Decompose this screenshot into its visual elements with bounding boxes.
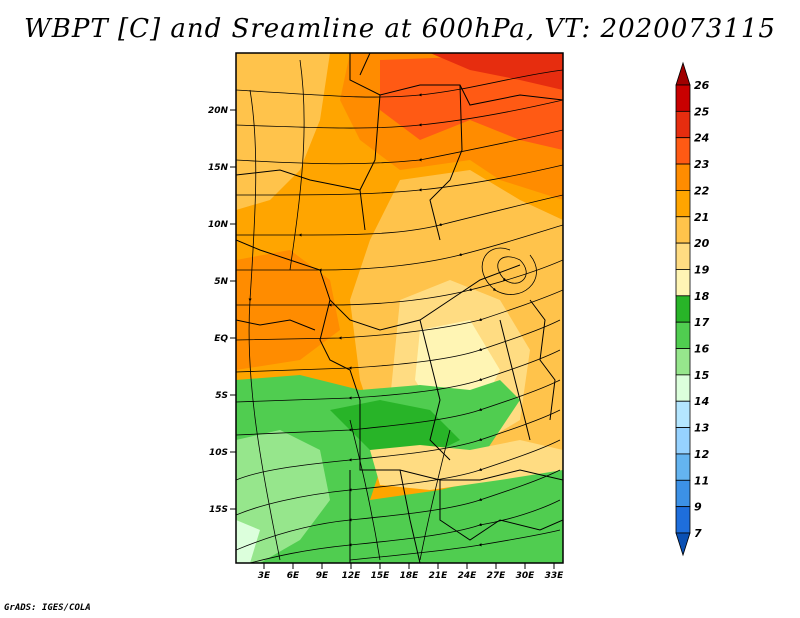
colorbar-label: 12 — [694, 448, 710, 461]
lon-label: 30E — [516, 571, 536, 581]
colorbar-label: 23 — [694, 158, 710, 171]
field-sw-lightgreen — [236, 430, 330, 563]
colorbar-label: 20 — [694, 237, 710, 250]
colorbar-top-arrow — [675, 61, 691, 86]
lon-label: 33E — [545, 571, 565, 581]
lon-label: 18E — [400, 571, 420, 581]
map-frame — [235, 52, 564, 564]
colorbar-segment — [675, 348, 691, 376]
country-borders — [236, 53, 563, 563]
lat-label: 15S — [209, 505, 228, 515]
colorbar-label: 13 — [694, 422, 710, 435]
lat-label: 15N — [208, 163, 229, 173]
lon-label: 3E — [258, 571, 271, 581]
lon-label: 6E — [287, 571, 300, 581]
colorbar-segment — [675, 427, 691, 455]
latitude-axis: 20N 15N 10N 5N EQ 5S 10S 15S — [208, 106, 236, 515]
lat-label: 10S — [209, 448, 228, 458]
longitude-axis: 3E 6E 9E 12E 15E 18E 21E 24E 27E 30E 33E — [258, 563, 564, 581]
colorbar-bottom-arrow — [675, 532, 691, 557]
colorbar-label: 18 — [694, 290, 710, 303]
colorbar-segment — [675, 295, 691, 323]
lat-label: EQ — [214, 334, 228, 344]
colorbar-segment — [675, 190, 691, 218]
colorbar-segment — [675, 137, 691, 165]
chart-title: WBPT [C] and Sreamline at 600hPa, VT: 20… — [24, 14, 776, 44]
colorbar-segment — [675, 110, 691, 139]
colorbar-label: 21 — [694, 211, 709, 224]
colorbar-label: 14 — [694, 395, 709, 408]
colorbar-segment — [675, 269, 691, 297]
colorbar-segment — [675, 400, 691, 428]
field-west-orange — [236, 250, 340, 370]
lon-label: 27E — [487, 571, 507, 581]
lat-label: 5S — [215, 391, 228, 401]
map-area — [236, 53, 563, 563]
footer-credit: GrADS: IGES/COLA — [4, 603, 91, 613]
colorbar-label: 11 — [694, 474, 709, 487]
lon-label: 9E — [316, 571, 329, 581]
lat-label: 5N — [214, 277, 228, 287]
field-ne-darkred — [430, 53, 563, 90]
colorbar-segment — [675, 163, 691, 191]
colorbar-segment — [675, 242, 691, 270]
lon-label: 24E — [458, 571, 478, 581]
streamlines — [236, 59, 563, 563]
colorbar-segment — [675, 321, 691, 349]
colorbar: 26 25 24 23 22 21 20 19 18 17 16 15 14 13 12 11 9 7 — [675, 61, 710, 557]
colorbar-label: 24 — [694, 132, 709, 145]
colorbar-label: 7 — [694, 527, 702, 540]
colorbar-segment — [675, 453, 691, 481]
colorbar-segment — [675, 216, 691, 244]
lon-label: 12E — [342, 571, 362, 581]
colorbar-segment — [675, 479, 691, 508]
lat-label: 20N — [208, 106, 229, 116]
field-sw-pale — [236, 520, 260, 563]
colorbar-label: 19 — [694, 263, 710, 276]
colorbar-segment — [675, 374, 691, 402]
colorbar-label: 9 — [694, 501, 702, 514]
colorbar-segment — [675, 84, 691, 112]
colorbar-label: 25 — [694, 105, 710, 118]
colorbar-segment — [675, 506, 691, 534]
field-west-light — [236, 53, 330, 210]
lon-label: 21E — [429, 571, 449, 581]
colorbar-label: 26 — [694, 79, 710, 92]
colorbar-label: 17 — [694, 316, 710, 329]
colorbar-label: 15 — [694, 369, 710, 382]
lon-label: 15E — [371, 571, 391, 581]
lat-label: 10N — [208, 220, 229, 230]
colorbar-label: 22 — [694, 184, 710, 197]
colorbar-label: 16 — [694, 343, 710, 356]
